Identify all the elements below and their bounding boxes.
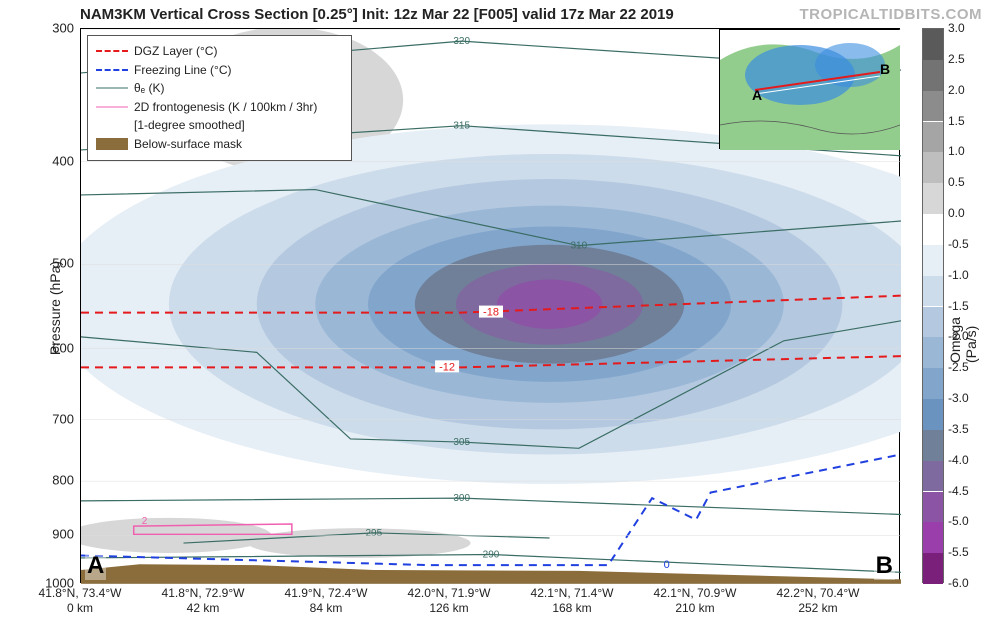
- svg-text:0: 0: [664, 559, 670, 571]
- y-axis-ticks: 3004005006007008009001000: [40, 28, 78, 583]
- colorbar-tick: -3.5: [948, 422, 969, 436]
- svg-text:2: 2: [142, 516, 148, 527]
- colorbar-tick: 2.0: [948, 83, 965, 97]
- x-tick: 41.8°N, 73.4°W0 km: [39, 586, 122, 616]
- x-tick: 41.8°N, 72.9°W42 km: [162, 586, 245, 616]
- y-tick: 400: [38, 153, 74, 168]
- legend-item: DGZ Layer (°C): [96, 42, 343, 61]
- colorbar-tick: -5.5: [948, 545, 969, 559]
- colorbar-tick: 0.0: [948, 206, 965, 220]
- x-tick: 42.1°N, 71.4°W168 km: [531, 586, 614, 616]
- colorbar-tick: -0.5: [948, 237, 969, 251]
- svg-text:A: A: [752, 87, 762, 103]
- legend-item: θₑ (K): [96, 79, 343, 98]
- colorbar-tick: -4.5: [948, 484, 969, 498]
- svg-text:310: 310: [571, 241, 588, 252]
- legend-item: Freezing Line (°C): [96, 61, 343, 80]
- colorbar-tick: -3.0: [948, 391, 969, 405]
- y-tick: 500: [38, 256, 74, 271]
- svg-text:315: 315: [453, 121, 470, 132]
- colorbar-tick: 3.0: [948, 21, 965, 35]
- x-tick: 42.0°N, 71.9°W126 km: [408, 586, 491, 616]
- colorbar-tick: -5.0: [948, 514, 969, 528]
- marker-b: B: [874, 552, 895, 580]
- legend-item: Below-surface mask: [96, 135, 343, 154]
- y-tick: 900: [38, 527, 74, 542]
- svg-text:B: B: [880, 61, 890, 77]
- colorbar-tick: 1.0: [948, 144, 965, 158]
- colorbar-tick: -4.0: [948, 453, 969, 467]
- colorbar-tick: -1.0: [948, 268, 969, 282]
- svg-text:-12: -12: [439, 361, 455, 373]
- marker-a: A: [85, 552, 106, 580]
- cross-section-plot: 320 315 310 305 300 295 290 2 -18 -12 0 A B DGZ La…: [80, 28, 900, 583]
- svg-text:300: 300: [453, 493, 470, 504]
- colorbar-tick: -6.0: [948, 576, 969, 590]
- svg-text:320: 320: [453, 36, 470, 47]
- colorbar-label: Omega (Pa/s): [947, 281, 979, 363]
- legend: DGZ Layer (°C)Freezing Line (°C)θₑ (K)2D…: [87, 35, 352, 161]
- svg-text:305: 305: [453, 437, 470, 448]
- legend-item: 2D frontogenesis (K / 100km / 3hr) [1-de…: [96, 98, 343, 135]
- colorbar-tick: 0.5: [948, 175, 965, 189]
- x-axis-ticks: 41.8°N, 73.4°W0 km41.8°N, 72.9°W42 km41.…: [80, 586, 900, 626]
- x-tick: 42.2°N, 70.4°W252 km: [777, 586, 860, 616]
- inset-map: AB: [719, 29, 899, 149]
- chart-title: NAM3KM Vertical Cross Section [0.25°] In…: [80, 6, 674, 23]
- y-tick: 600: [38, 340, 74, 355]
- colorbar-tick: 2.5: [948, 52, 965, 66]
- colorbar-tick: 1.5: [948, 114, 965, 128]
- x-tick: 42.1°N, 70.9°W210 km: [654, 586, 737, 616]
- y-tick: 800: [38, 473, 74, 488]
- y-tick: 700: [38, 411, 74, 426]
- svg-text:295: 295: [366, 528, 383, 539]
- y-tick: 300: [38, 21, 74, 36]
- x-tick: 41.9°N, 72.4°W84 km: [285, 586, 368, 616]
- svg-text:290: 290: [483, 549, 500, 560]
- svg-text:-18: -18: [483, 307, 499, 319]
- colorbar: 3.02.52.01.51.00.50.0-0.5-1.0-1.5-2.0-2.…: [922, 28, 982, 583]
